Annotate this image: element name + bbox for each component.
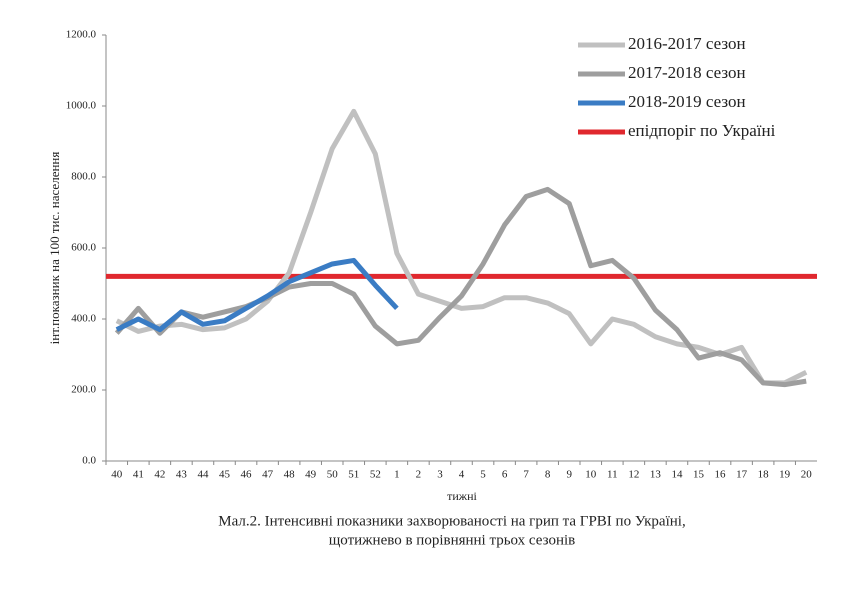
y-tick-label: 800.0: [71, 171, 96, 183]
x-tick-label: 17: [736, 469, 748, 481]
x-tick-label: 2: [416, 469, 422, 481]
x-tick-label: 13: [650, 469, 662, 481]
x-tick-label: 3: [437, 469, 443, 481]
x-tick-label: 43: [176, 469, 188, 481]
y-tick-label: 1000.0: [66, 100, 97, 112]
y-tick-label: 600.0: [71, 242, 96, 254]
x-tick-label: 10: [585, 469, 597, 481]
caption: Мал.2. Інтенсивні показники захворюванос…: [218, 513, 685, 529]
y-tick-label: 1200.0: [66, 29, 97, 41]
x-tick-label: 41: [133, 469, 144, 481]
x-tick-label: 1: [394, 469, 400, 481]
x-tick-label: 44: [197, 469, 209, 481]
x-tick-label: 14: [671, 469, 683, 481]
x-tick-label: 6: [502, 469, 508, 481]
x-tick-label: 19: [779, 469, 791, 481]
x-tick-label: 4: [459, 469, 465, 481]
x-tick-label: 12: [628, 469, 639, 481]
y-axis-label: інт.показник на 100 тис. населення: [47, 152, 62, 345]
x-tick-label: 45: [219, 469, 231, 481]
x-tick-label: 40: [111, 469, 123, 481]
x-tick-label: 42: [154, 469, 165, 481]
x-tick-label: 5: [480, 469, 486, 481]
x-tick-label: 52: [370, 469, 381, 481]
x-tick-label: 11: [607, 469, 618, 481]
legend-label: 2016-2017 сезон: [628, 34, 746, 53]
y-tick-label: 400.0: [71, 313, 96, 325]
x-tick-label: 50: [327, 469, 339, 481]
x-axis-label: тижні: [447, 489, 477, 503]
x-tick-label: 7: [523, 469, 529, 481]
legend-label: 2017-2018 сезон: [628, 63, 746, 82]
y-tick-label: 200.0: [71, 384, 96, 396]
x-tick-label: 51: [348, 469, 359, 481]
x-tick-label: 18: [758, 469, 770, 481]
y-tick-label: 0.0: [82, 455, 96, 467]
x-tick-label: 46: [241, 469, 253, 481]
x-tick-label: 9: [566, 469, 572, 481]
x-tick-label: 20: [801, 469, 813, 481]
x-tick-label: 8: [545, 469, 551, 481]
series-line: [114, 186, 807, 388]
x-tick-label: 48: [284, 469, 296, 481]
legend-label: епідпоріг по Україні: [628, 121, 776, 140]
series-line: [115, 257, 399, 333]
legend-label: 2018-2019 сезон: [628, 92, 746, 111]
series-line: [115, 108, 808, 386]
caption: щотижнево в порівнянні трьох сезонів: [329, 532, 575, 548]
x-tick-label: 16: [715, 469, 727, 481]
x-tick-label: 15: [693, 469, 705, 481]
x-tick-label: 47: [262, 469, 274, 481]
x-tick-label: 49: [305, 469, 317, 481]
